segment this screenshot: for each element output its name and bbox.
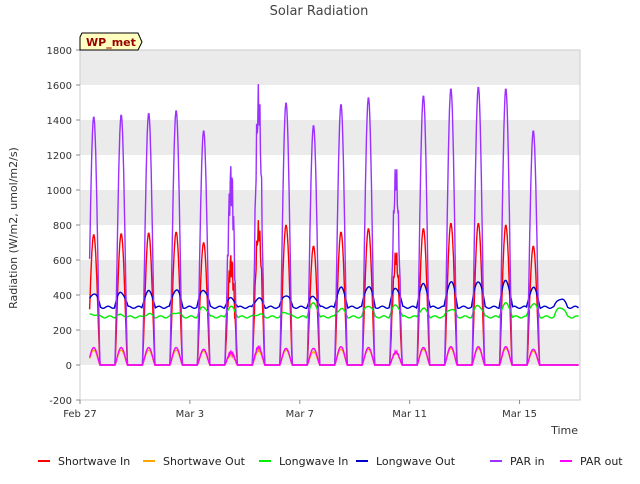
y-tick-label: 800	[53, 221, 72, 232]
site-badge: WP_met	[79, 32, 143, 51]
series-line-par-out	[88, 344, 579, 366]
grid-band	[80, 260, 580, 295]
grid-band	[80, 225, 580, 260]
y-tick-label: 1600	[47, 81, 72, 92]
y-tick-label: -200	[49, 396, 72, 407]
y-tick-label: 600	[53, 256, 72, 267]
grid-band	[80, 365, 580, 400]
grid-band	[80, 120, 580, 155]
legend-label: Shortwave Out	[163, 455, 246, 468]
y-tick-label: 400	[53, 291, 72, 302]
x-tick-label: Mar 7	[286, 409, 314, 420]
grid-band	[80, 50, 580, 85]
legend-label: Longwave Out	[376, 455, 456, 468]
y-axis-label: Radiation (W/m2, umol/m2/s)	[7, 147, 20, 309]
grid-band	[80, 295, 580, 330]
x-axis-label: Time	[550, 424, 578, 437]
y-tick-label: 0	[66, 361, 72, 372]
x-tick-label: Feb 27	[63, 409, 97, 420]
grid-band	[80, 190, 580, 225]
x-tick-label: Mar 11	[392, 409, 427, 420]
site-badge-label: WP_met	[86, 36, 136, 49]
x-tick-label: Mar 15	[502, 409, 537, 420]
y-tick-label: 1200	[47, 151, 72, 162]
y-tick-label: 1000	[47, 186, 72, 197]
legend-label: Longwave In	[279, 455, 348, 468]
legend-label: PAR in	[510, 455, 545, 468]
y-tick-label: 1400	[47, 116, 72, 127]
grid-band	[80, 330, 580, 365]
legend-label: PAR out	[580, 455, 623, 468]
grid-band	[80, 155, 580, 190]
x-tick-label: Mar 3	[176, 409, 204, 420]
legend: Shortwave In Shortwave Out Longwave In Long…	[38, 455, 623, 468]
legend-label: Shortwave In	[58, 455, 130, 468]
grid-band	[80, 85, 580, 120]
y-tick-label: 200	[53, 326, 72, 337]
y-tick-label: 1800	[47, 46, 72, 57]
chart-title: Solar Radiation	[270, 4, 369, 19]
